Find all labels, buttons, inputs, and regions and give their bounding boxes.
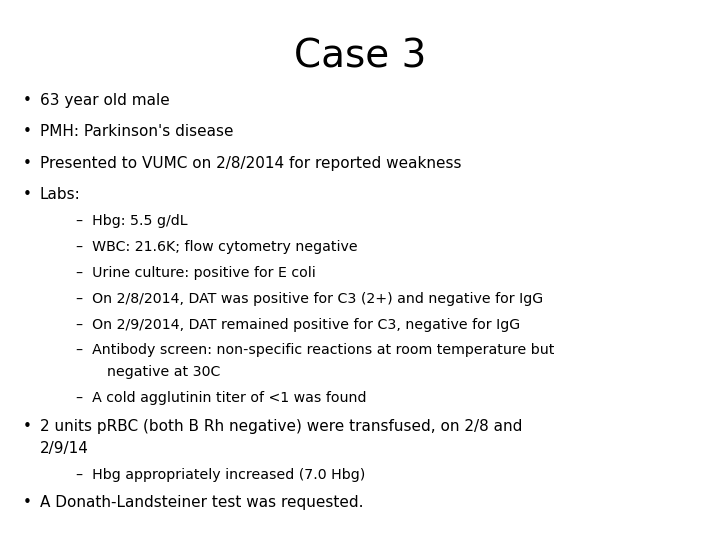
Text: •: • [23,495,32,510]
Text: •: • [23,156,32,171]
Text: Presented to VUMC on 2/8/2014 for reported weakness: Presented to VUMC on 2/8/2014 for report… [40,156,461,171]
Text: 2 units pRBC (both B Rh negative) were transfused, on 2/8 and: 2 units pRBC (both B Rh negative) were t… [40,419,522,434]
Text: 63 year old male: 63 year old male [40,93,169,108]
Text: negative at 30C: negative at 30C [107,365,220,379]
Text: PMH: Parkinson's disease: PMH: Parkinson's disease [40,124,233,139]
Text: –  A cold agglutinin titer of <1 was found: – A cold agglutinin titer of <1 was foun… [76,391,366,405]
Text: –  WBC: 21.6K; flow cytometry negative: – WBC: 21.6K; flow cytometry negative [76,240,357,254]
Text: Labs:: Labs: [40,187,81,202]
Text: –  Urine culture: positive for E coli: – Urine culture: positive for E coli [76,266,315,280]
Text: –  On 2/8/2014, DAT was positive for C3 (2+) and negative for IgG: – On 2/8/2014, DAT was positive for C3 (… [76,292,543,306]
Text: •: • [23,187,32,202]
Text: •: • [23,93,32,108]
Text: –  Antibody screen: non-specific reactions at room temperature but: – Antibody screen: non-specific reaction… [76,343,554,357]
Text: •: • [23,124,32,139]
Text: 2/9/14: 2/9/14 [40,441,89,456]
Text: –  On 2/9/2014, DAT remained positive for C3, negative for IgG: – On 2/9/2014, DAT remained positive for… [76,318,520,332]
Text: –  Hbg appropriately increased (7.0 Hbg): – Hbg appropriately increased (7.0 Hbg) [76,468,365,482]
Text: Case 3: Case 3 [294,38,426,76]
Text: A Donath-Landsteiner test was requested.: A Donath-Landsteiner test was requested. [40,495,363,510]
Text: –  Hbg: 5.5 g/dL: – Hbg: 5.5 g/dL [76,214,187,228]
Text: •: • [23,419,32,434]
